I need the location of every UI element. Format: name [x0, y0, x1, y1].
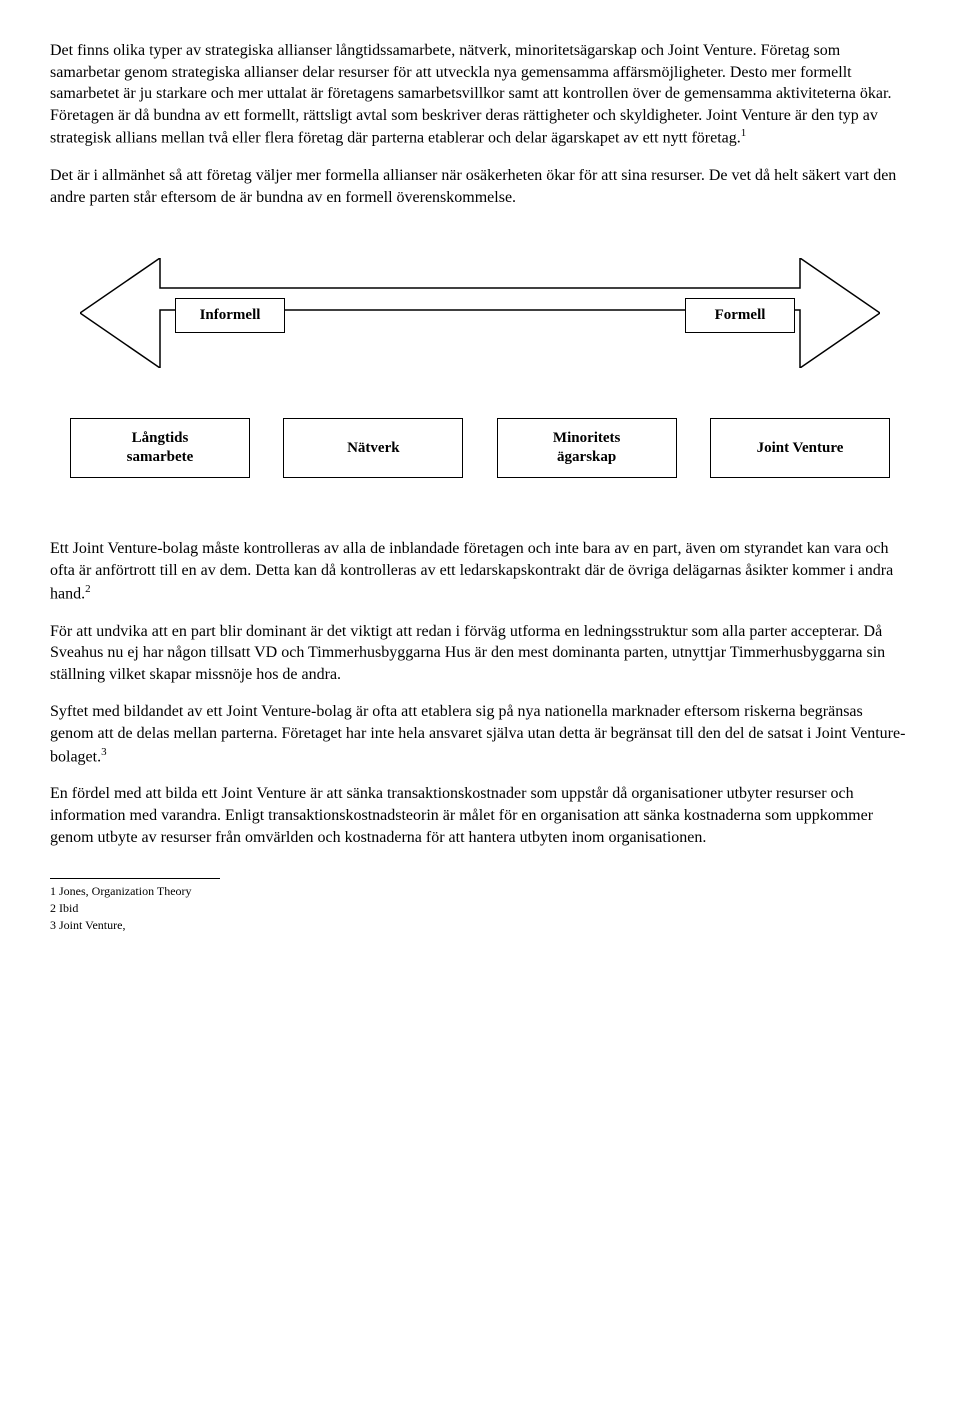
type-box-minoritets-label: Minoritetsägarskap: [553, 429, 620, 468]
footnote-ref-1: 1: [741, 127, 747, 139]
paragraph-1: Det finns olika typer av strategiska all…: [50, 40, 910, 149]
type-box-natverk-label: Nätverk: [347, 439, 400, 459]
paragraph-5: Syftet med bildandet av ett Joint Ventur…: [50, 701, 910, 767]
footnote-1: 1 Jones, Organization Theory: [50, 883, 910, 900]
type-box-langtids: Långtidssamarbete: [70, 418, 250, 478]
paragraph-3: Ett Joint Venture-bolag måste kontroller…: [50, 538, 910, 604]
informell-label: Informell: [200, 307, 261, 323]
footnote-separator: [50, 878, 220, 879]
paragraph-5-text: Syftet med bildandet av ett Joint Ventur…: [50, 703, 905, 765]
paragraph-2: Det är i allmänhet så att företag väljer…: [50, 165, 910, 208]
alliance-diagram: Informell Formell Långtidssamarbete Nätv…: [50, 258, 910, 478]
type-box-langtids-label: Långtidssamarbete: [127, 429, 194, 468]
arrow-row: Informell Formell: [50, 258, 910, 378]
type-box-jointventure: Joint Venture: [710, 418, 890, 478]
informell-box: Informell: [175, 298, 285, 332]
footnote-2: 2 Ibid: [50, 900, 910, 917]
type-boxes-row: Långtidssamarbete Nätverk Minoritetsägar…: [50, 418, 910, 478]
type-box-jointventure-label: Joint Venture: [757, 439, 844, 459]
footnote-ref-3: 3: [101, 746, 107, 758]
paragraph-4: För att undvika att en part blir dominan…: [50, 621, 910, 686]
paragraph-1-text: Det finns olika typer av strategiska all…: [50, 42, 891, 147]
formell-label: Formell: [715, 307, 766, 323]
footnotes: 1 Jones, Organization Theory 2 Ibid 3 Jo…: [50, 883, 910, 933]
formell-box: Formell: [685, 298, 795, 332]
paragraph-3-text: Ett Joint Venture-bolag måste kontroller…: [50, 540, 893, 602]
footnote-3: 3 Joint Venture,: [50, 917, 910, 934]
type-box-natverk: Nätverk: [283, 418, 463, 478]
footnote-ref-2: 2: [85, 583, 91, 595]
paragraph-6: En fördel med att bilda ett Joint Ventur…: [50, 783, 910, 848]
type-box-minoritets: Minoritetsägarskap: [497, 418, 677, 478]
